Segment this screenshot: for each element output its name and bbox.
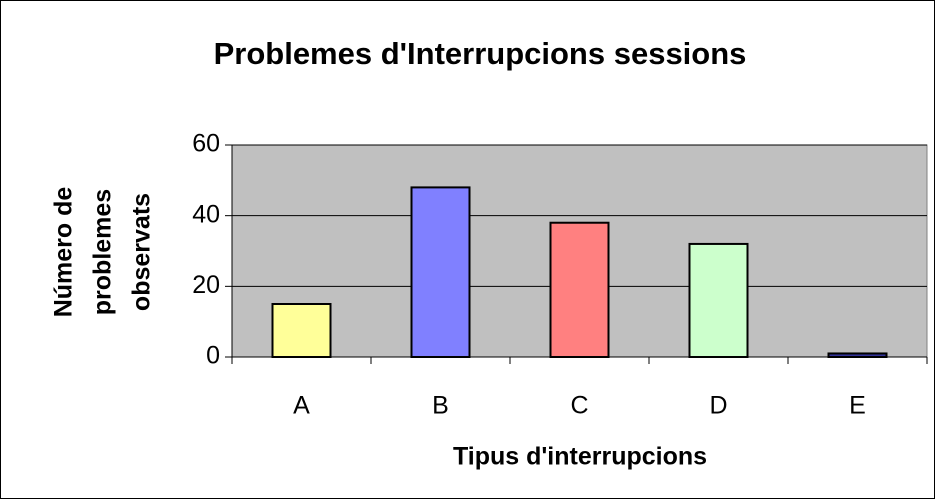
x-tick-label: E (849, 392, 866, 420)
y-tick-label: 40 (192, 200, 220, 228)
bar (410, 186, 471, 358)
y-axis-label-line: problemes (89, 189, 117, 315)
y-axis-label-line: Número de (50, 187, 78, 318)
x-tick-label: A (293, 392, 310, 420)
x-axis-label: Tipus d'interrupcions (453, 443, 707, 471)
y-axis-label: Número de problemes observats (50, 187, 156, 318)
y-axis-label-line: observats (128, 193, 156, 311)
y-tick-label: 20 (192, 271, 220, 299)
x-tick-label: D (709, 392, 727, 420)
bar (827, 352, 888, 359)
chart-title: Problemes d'Interrupcions sessions (214, 36, 747, 71)
bar (549, 221, 610, 358)
y-tick-label: 0 (206, 342, 220, 370)
bar (688, 242, 749, 358)
y-tick-label: 60 (192, 130, 220, 158)
x-tick-label: B (432, 392, 449, 420)
bar (271, 303, 332, 358)
x-tick-label: C (570, 392, 588, 420)
